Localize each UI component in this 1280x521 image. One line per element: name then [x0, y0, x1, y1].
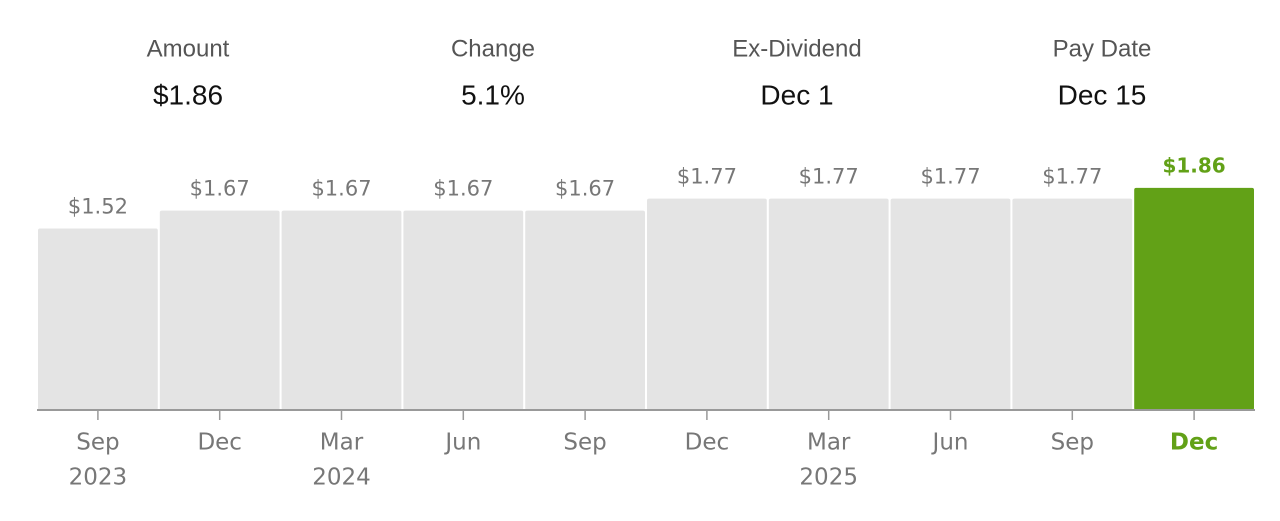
x-tick-year: 2024: [312, 465, 371, 491]
x-tick-label: Dec: [197, 430, 242, 456]
bar: [768, 198, 889, 410]
bar: [1012, 198, 1133, 410]
x-tick-label: Sep: [1051, 430, 1094, 456]
x-tick-label: Dec: [1170, 430, 1218, 456]
x-tick-label: Mar: [320, 430, 364, 456]
value-label: $1.77: [799, 165, 859, 189]
value-label: $1.67: [311, 177, 371, 201]
value-label: $1.77: [920, 165, 980, 189]
value-label: $1.67: [190, 177, 250, 201]
value-label: $1.86: [1162, 153, 1225, 177]
bar: [647, 198, 767, 410]
bar: [1134, 187, 1254, 410]
x-tick-year: 2023: [69, 465, 128, 491]
bar: [159, 210, 280, 410]
stat-value: Dec 15: [1058, 79, 1147, 110]
x-tick-year: 2025: [799, 465, 858, 491]
stat-label: Amount: [147, 35, 230, 62]
x-tick-label: Sep: [76, 430, 119, 456]
x-tick-label: Sep: [563, 430, 606, 456]
x-tick-label: Dec: [685, 430, 730, 456]
stat-value: 5.1%: [461, 79, 525, 110]
value-label: $1.52: [68, 195, 128, 219]
value-label: $1.67: [555, 177, 615, 201]
bar: [525, 210, 645, 410]
bar: [38, 228, 158, 410]
bar: [890, 198, 1011, 410]
stat-label: Ex-Dividend: [732, 35, 861, 62]
x-tick-label: Jun: [443, 430, 481, 456]
stat-value: $1.86: [153, 79, 223, 110]
bar: [281, 210, 402, 410]
stat-value: Dec 1: [760, 79, 833, 110]
x-tick-label: Jun: [931, 430, 969, 456]
bar: [403, 210, 524, 410]
stat-label: Change: [451, 35, 535, 62]
value-label: $1.77: [677, 165, 737, 189]
value-label: $1.77: [1042, 165, 1102, 189]
value-label: $1.67: [433, 177, 493, 201]
x-tick-label: Mar: [807, 430, 851, 456]
stat-label: Pay Date: [1053, 35, 1152, 62]
